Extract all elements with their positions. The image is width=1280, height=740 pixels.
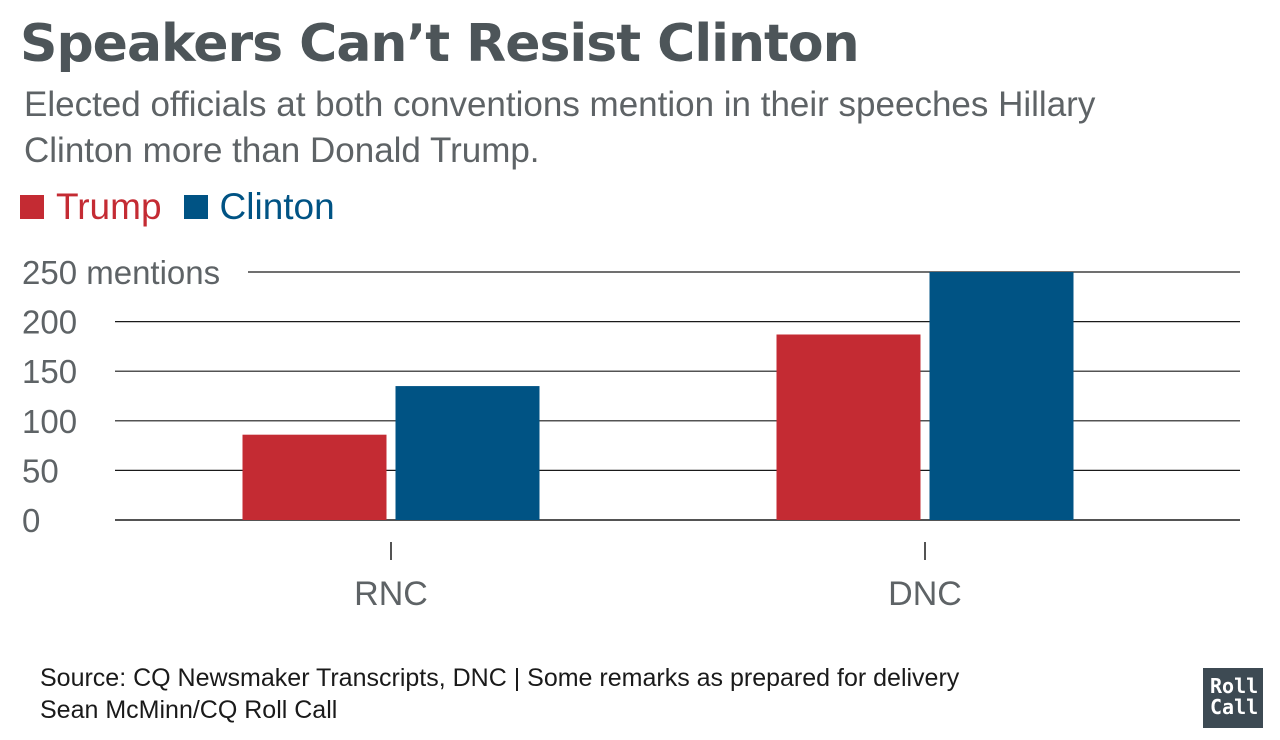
chart-title: Speakers Can’t Resist Clinton [20,14,860,74]
roll-call-logo: Roll Call [1203,668,1263,728]
legend-item-clinton: Clinton [183,186,335,228]
legend-label-trump: Trump [56,186,162,227]
x-tick-label: DNC [888,575,962,613]
y-tick-label: 250 mentions [22,254,220,291]
legend-swatch-clinton [183,195,208,219]
logo-line-2: Call [1210,695,1259,719]
x-tick-label: RNC [354,575,428,613]
legend-label-clinton: Clinton [219,186,335,227]
chart-subtitle: Elected officials at both conventions me… [24,85,1096,170]
logo-line-1: Roll [1210,674,1259,698]
bar-trump-rnc [242,434,387,520]
bar-clinton-dnc [929,272,1074,520]
source-text: Source: CQ Newsmaker Transcripts, DNC | … [40,664,960,692]
y-tick-label: 200 [22,304,77,341]
bar-chart: 0 50 100 150 200 250 mentions RNC DNC [22,254,1240,613]
bar-trump-dnc [776,334,921,520]
legend-item-trump: Trump [20,186,162,228]
y-tick-label: 50 [22,452,59,489]
credit-text: Sean McMinn/CQ Roll Call [40,696,338,724]
legend-swatch-trump [20,195,44,219]
y-tick-label: 100 [22,403,77,440]
y-tick-label: 0 [22,502,40,539]
legend: Trump Clinton [20,186,357,228]
bar-clinton-rnc [395,386,540,520]
source-note: Source: CQ Newsmaker Transcripts, DNC | … [40,662,959,726]
y-tick-label: 150 [22,353,77,390]
